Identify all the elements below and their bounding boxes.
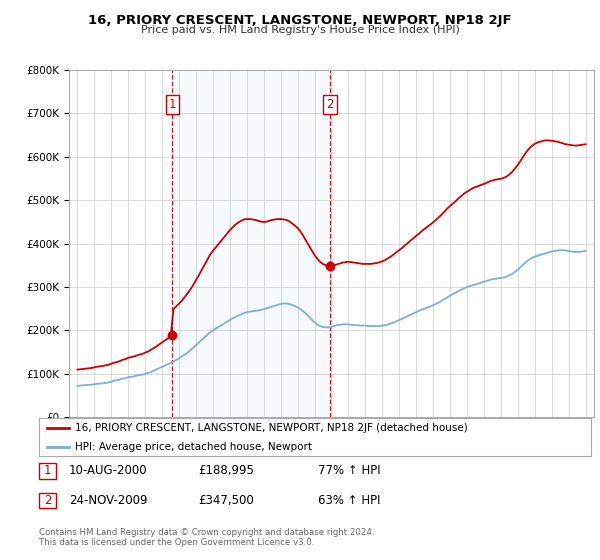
Text: 16, PRIORY CRESCENT, LANGSTONE, NEWPORT, NP18 2JF: 16, PRIORY CRESCENT, LANGSTONE, NEWPORT,… [88,14,512,27]
Text: Contains HM Land Registry data © Crown copyright and database right 2024.
This d: Contains HM Land Registry data © Crown c… [39,528,374,547]
Text: Price paid vs. HM Land Registry's House Price Index (HPI): Price paid vs. HM Land Registry's House … [140,25,460,35]
Text: 63% ↑ HPI: 63% ↑ HPI [318,494,380,507]
Text: 1: 1 [44,464,51,478]
Text: £188,995: £188,995 [198,464,254,478]
Text: 10-AUG-2000: 10-AUG-2000 [69,464,148,478]
Text: 2: 2 [44,494,51,507]
Text: 16, PRIORY CRESCENT, LANGSTONE, NEWPORT, NP18 2JF (detached house): 16, PRIORY CRESCENT, LANGSTONE, NEWPORT,… [75,423,467,433]
Text: 2: 2 [326,98,334,111]
Text: £347,500: £347,500 [198,494,254,507]
Bar [172,70,330,417]
Text: 77% ↑ HPI: 77% ↑ HPI [318,464,380,478]
Text: 24-NOV-2009: 24-NOV-2009 [69,494,148,507]
Text: 1: 1 [169,98,176,111]
Text: HPI: Average price, detached house, Newport: HPI: Average price, detached house, Newp… [75,442,312,452]
